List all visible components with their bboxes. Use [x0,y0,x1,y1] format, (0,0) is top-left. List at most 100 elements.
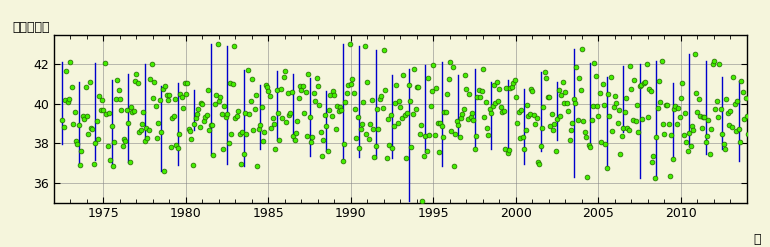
Point [202,88,214,92]
Point [687,128,699,132]
Point [303,115,316,119]
Point [357,100,370,104]
Point [121,108,133,112]
Point [277,75,290,79]
Point [212,42,224,46]
Point [126,110,139,114]
Point [70,139,82,143]
Point [675,96,687,100]
Point [475,89,487,93]
Point [256,139,269,143]
Point [706,62,718,66]
Point [541,95,554,99]
Point [263,94,276,98]
Point [490,80,503,84]
Point [591,104,603,108]
Point [543,95,555,99]
Point [196,102,209,106]
Point [336,159,349,163]
Point [151,136,163,140]
Point [244,99,256,103]
Point [508,78,521,82]
Point [564,138,576,142]
Point [718,142,730,146]
Point [540,76,552,80]
Point [193,125,206,129]
Point [698,115,711,119]
Point [397,73,410,77]
Point [79,85,92,89]
Point [176,95,188,99]
Point [487,83,500,87]
Point [665,133,678,137]
Point [737,90,749,94]
Point [323,108,335,112]
Point [410,85,423,89]
Point [133,130,146,134]
Point [182,127,195,131]
Point [506,84,518,88]
Point [97,108,109,112]
Point [533,162,545,166]
Point [697,115,709,119]
Point [118,137,130,141]
Point [116,108,128,112]
Point [585,118,598,122]
Point [422,76,434,80]
Point [254,123,266,127]
Point [343,42,356,46]
Point [111,79,123,82]
Point [644,89,657,93]
Point [599,142,611,145]
Point [462,117,474,121]
Point [544,124,557,127]
Point [635,83,648,87]
Point [177,106,189,110]
Point [701,134,713,138]
Point [449,132,461,136]
Point [444,60,456,64]
Point [609,94,621,98]
Point [738,117,750,121]
Point [581,175,594,179]
Point [672,106,685,110]
Point [529,122,541,126]
Point [620,96,632,100]
Point [191,112,203,116]
Point [125,104,137,108]
Point [734,140,746,144]
Point [198,119,210,123]
Point [492,99,504,103]
Point [655,59,668,63]
Point [617,126,629,130]
Point [730,129,742,133]
Point [135,128,147,132]
Point [420,149,433,153]
Point [716,132,728,136]
Point [454,135,466,139]
Point [251,164,263,168]
Point [456,112,468,116]
Point [705,127,718,131]
Point [715,107,727,111]
Point [276,116,288,120]
Point [660,103,672,107]
Point [265,126,277,130]
Point [186,163,199,167]
Point [352,115,364,119]
Point [100,112,112,116]
Point [403,83,415,87]
Point [578,119,590,123]
Point [641,116,654,120]
Point [555,93,567,97]
Point [360,132,372,136]
Point [356,122,368,126]
Point [99,62,111,65]
Point [102,111,115,115]
Point [58,124,70,128]
Point [105,124,118,128]
Point [165,145,177,149]
Point [494,104,507,108]
Point [629,119,641,123]
Point [688,52,701,56]
